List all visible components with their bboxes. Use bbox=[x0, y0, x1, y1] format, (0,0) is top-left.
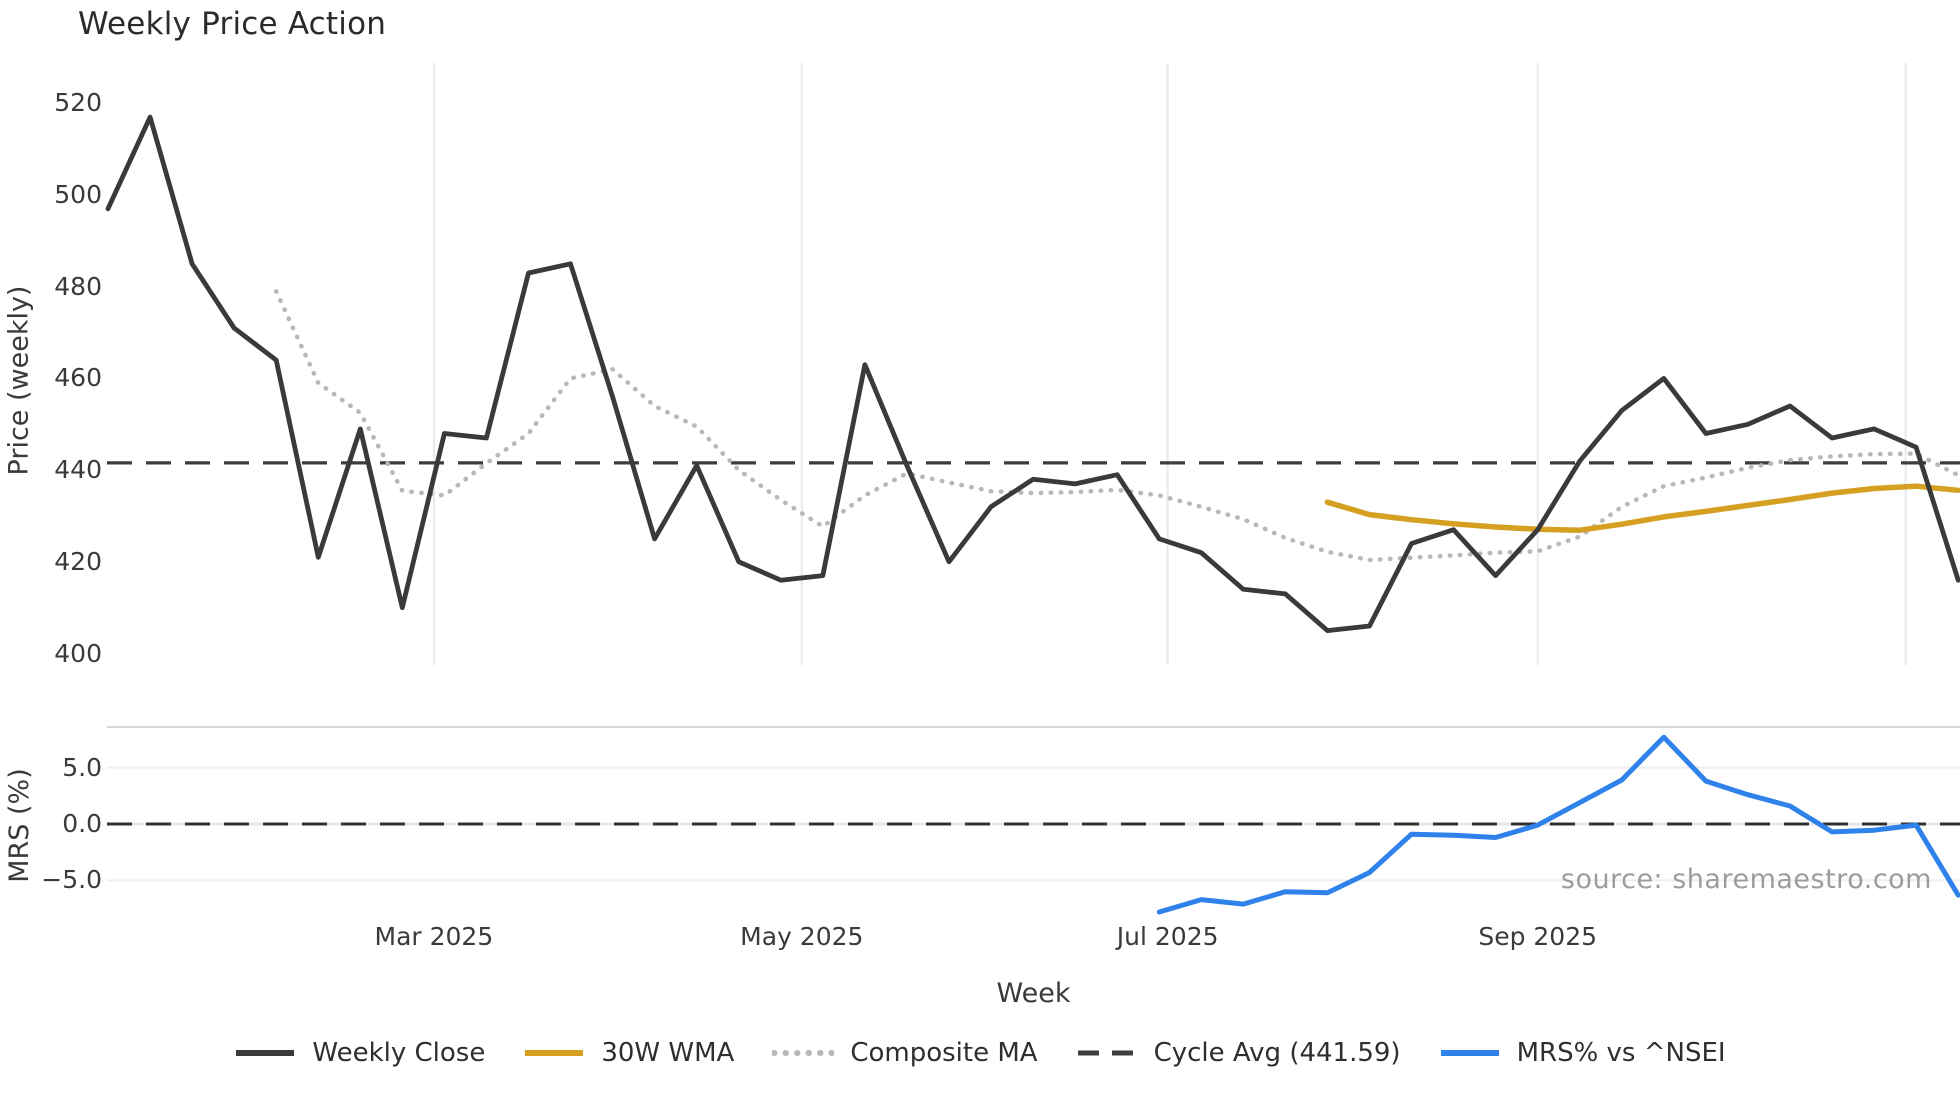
mrs-tick-0: 0.0 bbox=[62, 809, 102, 838]
legend-item-weekly-close: Weekly Close bbox=[234, 1038, 485, 1068]
weekly-close-line bbox=[105, 114, 1960, 633]
wma30-line bbox=[1324, 483, 1960, 533]
price-tick-500: 500 bbox=[54, 180, 102, 210]
legend-item-composite-ma: Composite MA bbox=[772, 1038, 1038, 1068]
price-tick-480: 480 bbox=[54, 271, 102, 301]
price-tick-400: 400 bbox=[54, 638, 102, 668]
legend-swatch-dotted bbox=[772, 1050, 835, 1056]
legend: Weekly Close 30W WMA Composite MA Cycle Avg… bbox=[0, 1036, 1960, 1070]
legend-label: Cycle Avg (441.59) bbox=[1153, 1038, 1401, 1068]
x-tick-sep-2025: Sep 2025 bbox=[1478, 922, 1598, 951]
legend-swatch-solid bbox=[236, 1050, 295, 1056]
legend-label: Composite MA bbox=[850, 1038, 1038, 1068]
legend-swatch-dashed bbox=[1077, 1050, 1136, 1056]
x-tick-jul-2025: Jul 2025 bbox=[1116, 922, 1219, 951]
price-tick-420: 420 bbox=[54, 546, 102, 576]
legend-item-cycle-avg-441-59-: Cycle Avg (441.59) bbox=[1076, 1038, 1401, 1068]
price-tick-440: 440 bbox=[54, 455, 102, 485]
legend-swatch-solid bbox=[1440, 1050, 1499, 1056]
legend-item-mrs-vs-nsei: MRS% vs ^NSEI bbox=[1439, 1038, 1726, 1068]
x-tick-mar-2025: Mar 2025 bbox=[374, 922, 494, 951]
x-tick-may-2025: May 2025 bbox=[740, 922, 864, 951]
mrs-line bbox=[1156, 734, 1960, 915]
page-title: Weekly Price Action bbox=[78, 6, 387, 42]
legend-label: MRS% vs ^NSEI bbox=[1516, 1038, 1726, 1068]
legend-swatch-solid bbox=[525, 1050, 584, 1056]
composite-ma-line bbox=[273, 289, 1960, 563]
price-tick-520: 520 bbox=[54, 88, 102, 118]
mrs-tick--5: −5.0 bbox=[41, 865, 102, 895]
watermark: source: sharemaestro.com bbox=[1560, 864, 1932, 895]
week-axis-title: Week bbox=[996, 978, 1071, 1009]
price-tick-460: 460 bbox=[54, 363, 102, 393]
legend-label: Weekly Close bbox=[312, 1038, 486, 1068]
legend-item-30w-wma: 30W WMA bbox=[523, 1038, 734, 1068]
mrs-tick-5: 5.0 bbox=[62, 752, 102, 782]
legend-label: 30W WMA bbox=[601, 1038, 735, 1068]
